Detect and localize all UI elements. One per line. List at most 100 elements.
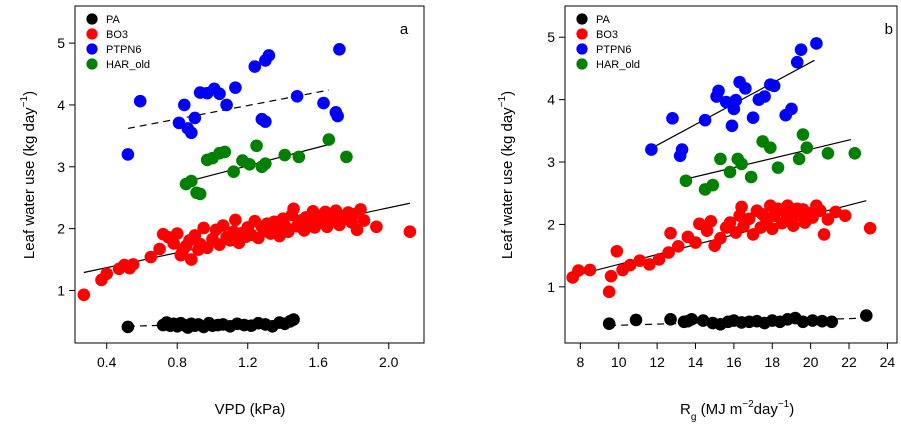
data-point-pa bbox=[806, 314, 819, 327]
data-point-pa bbox=[859, 309, 873, 322]
data-point-har-old bbox=[714, 152, 727, 166]
points-b bbox=[566, 37, 877, 331]
data-point-bo3 bbox=[787, 219, 800, 232]
plot-frame-a bbox=[74, 5, 425, 344]
x-axis-label-b-mid: day bbox=[754, 401, 779, 418]
x-tick-label-a: 0.4 bbox=[97, 354, 117, 370]
data-point-har-old bbox=[322, 133, 336, 146]
x-tick-label-a: 1.6 bbox=[309, 354, 329, 370]
x-tick-label-b: 22 bbox=[841, 354, 857, 370]
data-point-bo3 bbox=[838, 209, 852, 222]
x-axis-label-b-sup1: −2 bbox=[742, 399, 754, 410]
data-point-har-old bbox=[340, 150, 353, 164]
data-point-har-old bbox=[744, 170, 758, 184]
data-point-ptpn6 bbox=[188, 111, 202, 125]
data-point-har-old bbox=[679, 174, 693, 188]
data-point-ptpn6 bbox=[645, 143, 658, 156]
legend-marker-ptpn6 bbox=[86, 43, 98, 55]
data-point-bo3 bbox=[664, 226, 677, 240]
data-point-ptpn6 bbox=[666, 112, 679, 125]
data-point-pa bbox=[825, 315, 839, 329]
data-point-bo3 bbox=[126, 258, 140, 271]
legend-label-pa: PA bbox=[106, 14, 121, 26]
data-point-bo3 bbox=[403, 225, 417, 238]
x-tick-label-b: 16 bbox=[726, 354, 742, 370]
data-point-bo3 bbox=[765, 222, 779, 236]
data-point-ptpn6 bbox=[725, 119, 739, 133]
data-point-pa bbox=[121, 320, 135, 334]
y-tick-label-b: 3 bbox=[547, 154, 555, 170]
data-point-har-old bbox=[848, 146, 862, 160]
panel-label-a: a bbox=[400, 21, 409, 38]
legend-marker-bo3 bbox=[86, 28, 98, 40]
legend-label-ptpn6: PTPN6 bbox=[596, 44, 631, 56]
data-point-bo3 bbox=[77, 288, 91, 302]
plot-frame-b bbox=[564, 5, 898, 344]
data-point-ptpn6 bbox=[333, 42, 346, 56]
data-point-bo3 bbox=[714, 231, 727, 245]
y-axis-label-a-sup: −1 bbox=[19, 95, 30, 107]
y-axis-label-a: Leaf water use (kg day−1) bbox=[19, 91, 38, 259]
data-point-bo3 bbox=[643, 258, 656, 271]
data-point-bo3 bbox=[167, 237, 181, 250]
data-point-har-old bbox=[771, 161, 785, 174]
data-point-pa bbox=[796, 315, 810, 329]
legend-label-pa: PA bbox=[596, 14, 611, 26]
data-point-ptpn6 bbox=[331, 109, 344, 123]
data-point-bo3 bbox=[662, 246, 675, 259]
y-tick-label-a: 5 bbox=[57, 35, 65, 51]
x-tick-label-b: 10 bbox=[611, 354, 627, 370]
data-point-bo3 bbox=[287, 202, 300, 216]
x-tick-label-b: 12 bbox=[649, 354, 665, 370]
data-point-ptpn6 bbox=[133, 94, 147, 108]
data-point-bo3 bbox=[817, 228, 831, 241]
data-point-ptpn6 bbox=[248, 60, 262, 73]
legend-marker-har-old bbox=[86, 58, 98, 70]
y-axis-label-b: Leaf water use (kg day−1) bbox=[497, 91, 516, 259]
x-tick-label-b: 8 bbox=[576, 354, 584, 370]
data-point-bo3 bbox=[216, 219, 230, 232]
data-point-ptpn6 bbox=[262, 49, 276, 62]
data-point-pa bbox=[815, 314, 829, 328]
y-ticks-b: 1 2 3 4 5 bbox=[547, 29, 565, 295]
data-point-bo3 bbox=[357, 214, 371, 227]
data-point-har-old bbox=[278, 148, 292, 162]
data-point-bo3 bbox=[689, 236, 702, 249]
data-point-ptpn6 bbox=[229, 81, 242, 94]
data-point-bo3 bbox=[813, 204, 827, 217]
data-point-ptpn6 bbox=[317, 96, 330, 110]
y-tick-label-b: 4 bbox=[547, 92, 555, 108]
panel-label-b: b bbox=[885, 21, 893, 38]
data-point-har-old bbox=[193, 187, 207, 201]
legend-marker-pa bbox=[86, 13, 98, 25]
legend-b: PA BO3 PTPN6 HAR_old bbox=[576, 13, 640, 71]
data-point-har-old bbox=[218, 145, 232, 159]
data-point-ptpn6 bbox=[767, 79, 781, 93]
data-point-bo3 bbox=[583, 263, 597, 277]
data-point-ptpn6 bbox=[220, 98, 233, 112]
data-point-pa bbox=[685, 312, 698, 326]
data-point-har-old bbox=[723, 165, 737, 179]
x-axis-label-b-sub: g bbox=[691, 412, 697, 423]
data-point-bo3 bbox=[775, 216, 789, 230]
data-point-har-old bbox=[706, 178, 720, 192]
y-axis-label-a-end: ) bbox=[21, 91, 38, 96]
x-tick-label-a: 0.8 bbox=[167, 354, 187, 370]
y-tick-label-b: 1 bbox=[547, 279, 555, 295]
x-tick-label-a: 2.0 bbox=[379, 354, 399, 370]
data-point-ptpn6 bbox=[185, 126, 198, 140]
legend-label-bo3: BO3 bbox=[106, 29, 128, 41]
data-point-bo3 bbox=[742, 212, 756, 226]
y-ticks-a: 1 2 3 4 5 bbox=[57, 35, 75, 298]
data-point-bo3 bbox=[735, 200, 748, 214]
legend-marker-ptpn6 bbox=[576, 43, 588, 55]
data-point-ptpn6 bbox=[810, 37, 823, 50]
data-point-ptpn6 bbox=[746, 111, 760, 125]
data-point-ptpn6 bbox=[121, 148, 135, 161]
data-point-ptpn6 bbox=[794, 43, 808, 56]
data-point-har-old bbox=[185, 174, 198, 188]
data-point-ptpn6 bbox=[758, 90, 771, 103]
y-tick-label-a: 4 bbox=[57, 97, 65, 113]
